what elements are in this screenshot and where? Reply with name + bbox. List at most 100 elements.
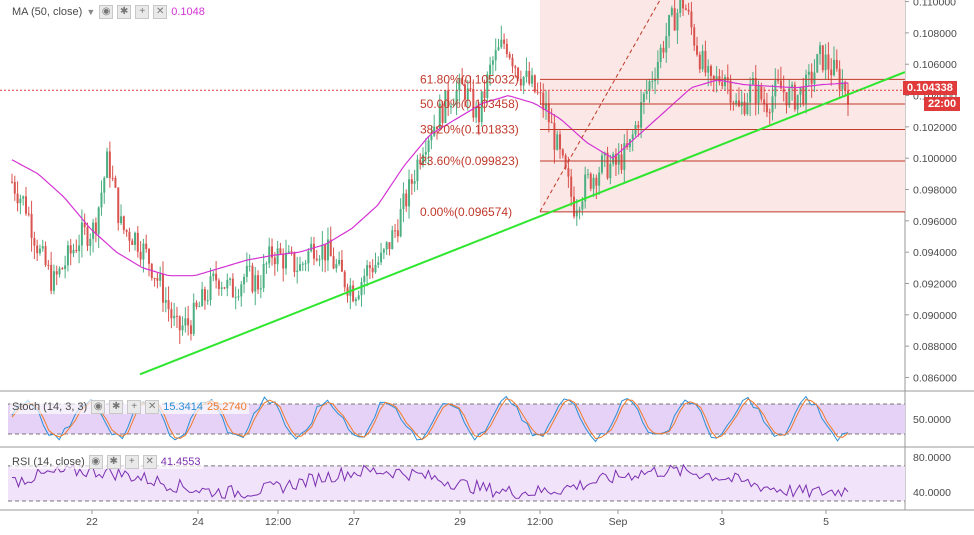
candle-body — [427, 140, 430, 152]
price-axis-label: 0.094000 — [913, 247, 957, 259]
candle-body — [765, 103, 768, 113]
candle-body — [41, 246, 44, 249]
time-axis-label: 5 — [823, 516, 829, 528]
candle-body — [598, 172, 601, 186]
price-axis-label: 0.092000 — [913, 278, 957, 290]
candle-body — [282, 253, 285, 269]
candle-body — [684, 8, 687, 10]
candle-body — [405, 193, 408, 207]
price-axis-label: 0.090000 — [913, 310, 957, 322]
candle-body — [257, 275, 260, 290]
candle-body — [55, 271, 58, 275]
time-axis-label: 27 — [348, 516, 360, 528]
candle-body — [668, 15, 671, 37]
candle-body — [547, 103, 550, 123]
candle-body — [164, 300, 167, 303]
close-icon[interactable]: ✕ — [145, 400, 160, 414]
candle-body — [676, 12, 679, 31]
candle-body — [83, 222, 86, 228]
close-icon[interactable]: ✕ — [153, 5, 168, 19]
gear-icon[interactable]: ✱ — [109, 400, 124, 414]
candle-body — [326, 239, 329, 261]
time-axis-label: Sep — [609, 516, 628, 528]
candle-body — [128, 231, 131, 241]
candle-body — [111, 177, 114, 179]
candle-body — [735, 100, 738, 104]
stoch-k-value: 15.3414 — [163, 401, 203, 413]
gear-icon[interactable]: ✱ — [117, 5, 132, 19]
candle-body — [802, 87, 805, 104]
candle-body — [449, 106, 452, 108]
price-axis-label: 0.102000 — [913, 122, 957, 134]
candle-body — [592, 177, 595, 189]
candle-body — [153, 278, 156, 280]
candle-body — [550, 122, 553, 124]
candle-body — [125, 230, 128, 232]
candle-body — [24, 196, 27, 214]
candle-body — [117, 187, 120, 224]
candle-body — [374, 264, 377, 273]
candle-body — [503, 39, 506, 44]
candle-body — [184, 318, 187, 326]
price-axis-label: 0.110000 — [913, 0, 956, 9]
candle-body — [103, 177, 106, 193]
candle-body — [791, 84, 794, 88]
candle-body — [833, 59, 836, 76]
candle-body — [508, 54, 511, 58]
gear-icon[interactable]: ✱ — [106, 455, 121, 469]
fib-level-label: 0.00%(0.096574) — [420, 205, 512, 219]
candle-body — [539, 92, 542, 94]
candle-body — [785, 92, 788, 106]
candle-body — [570, 176, 573, 197]
candle-body — [536, 91, 539, 93]
candle-body — [600, 155, 603, 173]
candle-body — [438, 103, 441, 130]
candle-body — [841, 81, 844, 90]
chevron-down-icon[interactable]: ▼ — [86, 7, 96, 17]
candle-body — [195, 302, 198, 307]
candle-body — [301, 263, 304, 265]
candle-body — [388, 242, 391, 250]
candle-body — [13, 181, 16, 194]
candle-body — [114, 177, 117, 188]
candle-body — [265, 263, 268, 265]
candle-body — [259, 288, 262, 290]
plus-icon[interactable]: + — [124, 455, 139, 469]
candle-body — [279, 248, 282, 254]
candle-body — [701, 50, 704, 70]
candle-body — [489, 64, 492, 75]
ma-line — [11, 79, 849, 277]
candle-body — [80, 222, 83, 246]
eye-icon[interactable]: ◉ — [91, 400, 106, 414]
candle-body — [807, 71, 810, 75]
candle-body — [33, 237, 36, 246]
candle-body — [229, 278, 232, 280]
candle-body — [170, 309, 173, 319]
candle-body — [50, 264, 53, 291]
candle-body — [240, 284, 243, 297]
candle-body — [215, 273, 218, 281]
plus-icon[interactable]: + — [127, 400, 142, 414]
candle-body — [614, 154, 617, 165]
candle-body — [821, 45, 824, 71]
candle-body — [178, 316, 181, 331]
candle-body — [97, 207, 100, 235]
candle-body — [243, 276, 246, 285]
candle-body — [553, 123, 556, 150]
candle-body — [433, 126, 436, 136]
candle-body — [273, 257, 276, 265]
candle-body — [396, 230, 399, 237]
candle-body — [497, 47, 500, 51]
candle-body — [276, 248, 279, 265]
close-icon[interactable]: ✕ — [142, 455, 157, 469]
candle-body — [612, 154, 615, 164]
candle-body — [293, 252, 296, 272]
eye-icon[interactable]: ◉ — [99, 5, 114, 19]
candle-body — [584, 174, 587, 202]
candle-body — [424, 151, 427, 155]
candle-body — [743, 101, 746, 114]
eye-icon[interactable]: ◉ — [88, 455, 103, 469]
plus-icon[interactable]: + — [135, 5, 150, 19]
